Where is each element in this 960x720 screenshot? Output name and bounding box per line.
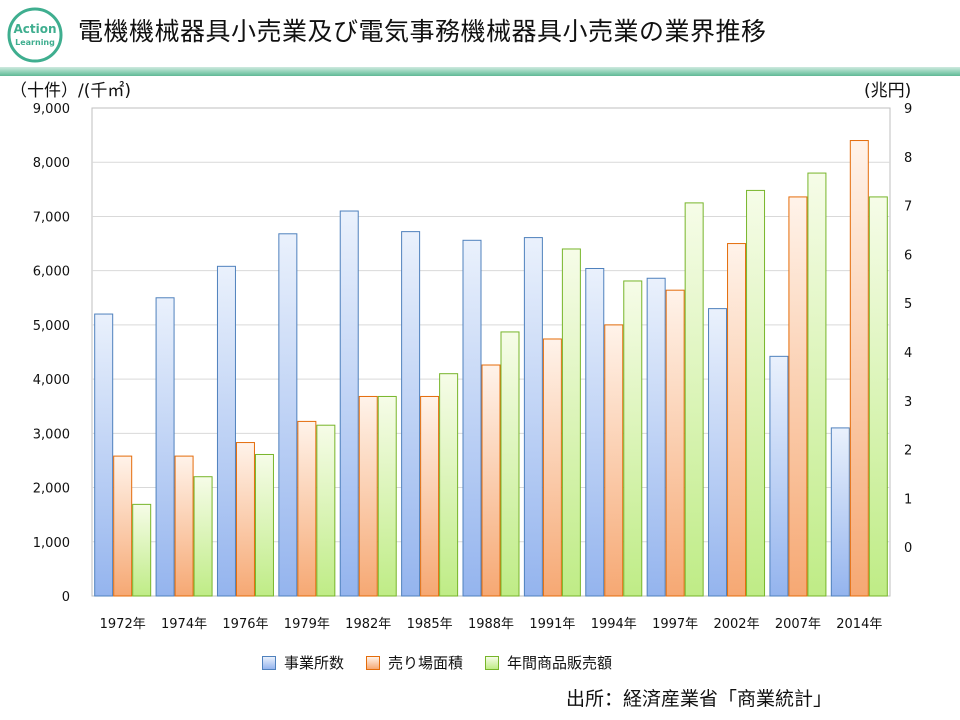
left-axis-tick-label: 7,000 xyxy=(33,210,70,225)
legend-label-floor-area: 売り場面積 xyxy=(388,654,464,672)
left-axis-tick-label: 5,000 xyxy=(33,319,70,334)
right-axis-tick-label: 9 xyxy=(904,102,912,117)
category-label: 2014年 xyxy=(836,617,882,632)
bar-stores xyxy=(278,233,298,597)
left-axis-tick-label: 8,000 xyxy=(33,156,70,171)
logo-text-learning: Learning xyxy=(15,38,55,47)
bar-stores xyxy=(462,239,482,597)
legend-item-annual-sales: 年間商品販売額 xyxy=(485,652,612,673)
right-axis-tick-label: 5 xyxy=(904,297,912,312)
bar-floor-area xyxy=(113,455,133,597)
bar-floor-area xyxy=(849,140,869,597)
bar-stores xyxy=(155,297,175,597)
bar-stores xyxy=(585,267,605,597)
legend-swatch-green xyxy=(485,655,500,670)
bar-annual-sales xyxy=(561,248,581,597)
category-label: 1974年 xyxy=(161,617,207,632)
bar-stores xyxy=(769,355,789,597)
legend-swatch-orange xyxy=(366,655,381,670)
left-axis-tick-label: 4,000 xyxy=(33,373,70,388)
bar-annual-sales xyxy=(868,196,888,597)
category-label: 1997年 xyxy=(652,617,698,632)
bar-floor-area xyxy=(788,196,808,597)
right-axis-tick-label: 2 xyxy=(904,444,912,459)
right-axis-tick-label: 8 xyxy=(904,151,912,166)
right-axis-tick-label: 6 xyxy=(904,248,912,263)
bar-annual-sales xyxy=(377,395,397,597)
bar-annual-sales xyxy=(500,331,520,597)
bar-stores xyxy=(339,210,359,597)
right-axis-unit-label: (兆円) xyxy=(864,81,912,101)
bar-stores xyxy=(646,277,666,597)
category-label: 1994年 xyxy=(591,617,637,632)
bar-annual-sales xyxy=(193,476,213,597)
category-label: 1988年 xyxy=(468,617,514,632)
legend-swatch-blue xyxy=(262,655,276,670)
category-label: 2007年 xyxy=(775,617,821,632)
category-label: 1991年 xyxy=(529,617,575,632)
legend-label-annual-sales: 年間商品販売額 xyxy=(507,654,613,672)
legend-item-floor-area: 売り場面積 xyxy=(366,652,463,673)
left-axis-tick-label: 9,000 xyxy=(33,102,70,117)
bar-floor-area xyxy=(420,395,440,597)
bar-stores xyxy=(830,427,850,597)
category-label: 2002年 xyxy=(713,617,759,632)
bar-floor-area xyxy=(665,289,685,597)
right-axis-tick-label: 3 xyxy=(904,395,912,410)
bar-floor-area xyxy=(297,420,317,597)
bar-annual-sales xyxy=(254,453,274,597)
bar-stores xyxy=(216,265,236,597)
bar-floor-area xyxy=(542,338,562,597)
left-axis-tick-label: 3,000 xyxy=(33,427,70,442)
legend-label-stores: 事業所数 xyxy=(284,654,345,672)
bar-floor-area xyxy=(358,395,378,597)
left-axis-tick-label: 6,000 xyxy=(33,265,70,280)
left-axis-tick-label: 0 xyxy=(62,590,70,605)
bar-annual-sales xyxy=(316,424,336,597)
bar-floor-area xyxy=(604,324,624,597)
left-axis-tick-label: 2,000 xyxy=(33,482,70,497)
category-label: 1982年 xyxy=(345,617,391,632)
title-divider xyxy=(0,67,960,76)
legend-item-stores: 事業所数 xyxy=(262,652,344,673)
logo-text-action: Action xyxy=(13,22,56,36)
chart-legend: 事業所数 売り場面積 年間商品販売額 xyxy=(262,652,612,673)
source-note: 出所：経済産業省「商業統計」 xyxy=(566,688,833,710)
action-learning-logo: Action Learning xyxy=(7,7,63,63)
bar-stores xyxy=(523,237,543,597)
category-label: 1985年 xyxy=(407,617,453,632)
bar-floor-area xyxy=(727,243,747,597)
bar-floor-area xyxy=(235,442,255,597)
category-label: 1976年 xyxy=(222,617,268,632)
right-axis-tick-label: 0 xyxy=(904,541,912,556)
left-axis-unit-label: （十件）/(千㎡) xyxy=(10,81,131,101)
bar-annual-sales xyxy=(132,503,152,597)
bar-annual-sales xyxy=(807,172,827,597)
right-axis-tick-label: 4 xyxy=(904,346,912,361)
bar-annual-sales xyxy=(746,189,766,597)
category-label: 1972年 xyxy=(100,617,146,632)
bar-floor-area xyxy=(481,364,501,597)
bar-stores xyxy=(401,231,421,597)
page-title: 電機機械器具小売業及び電気事務機械器具小売業の業界推移 xyxy=(78,17,767,46)
right-axis-tick-label: 7 xyxy=(904,200,912,215)
left-axis-tick-label: 1,000 xyxy=(33,536,70,551)
bar-stores xyxy=(708,308,728,597)
bar-annual-sales xyxy=(439,373,459,597)
bar-annual-sales xyxy=(684,202,704,597)
bar-floor-area xyxy=(174,455,194,597)
bar-stores xyxy=(94,313,114,597)
category-label: 1979年 xyxy=(284,617,330,632)
right-axis-tick-label: 1 xyxy=(904,492,912,507)
bar-annual-sales xyxy=(623,280,643,597)
